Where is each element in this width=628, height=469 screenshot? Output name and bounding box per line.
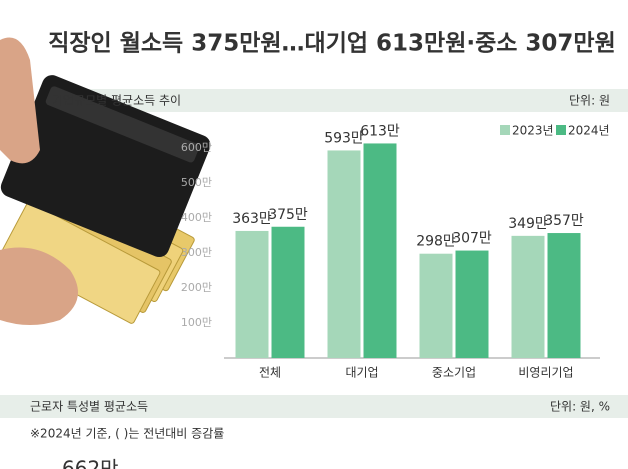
value-label: 375만 (268, 207, 308, 223)
section-unit: 단위: 원, % (550, 400, 610, 414)
bar (235, 230, 269, 358)
note: ※2024년 기준, ( )는 전년대비 증감률 (30, 427, 224, 441)
bar (363, 143, 397, 358)
unit: 단위: 원 (569, 94, 610, 108)
value-label: 357만 (544, 213, 584, 229)
bar (455, 250, 489, 358)
chart-title: 직장인 월소득 375만원…대기업 613만원·중소 307만원 (48, 31, 616, 57)
y-tick-label: 400만 (181, 211, 212, 224)
bar (419, 253, 453, 358)
value-label: 593만 (324, 130, 364, 146)
x-tick-label: 비영리기업 (518, 366, 573, 380)
x-tick-label: 중소기업 (432, 366, 476, 380)
y-tick-label: 300만 (181, 246, 212, 259)
legend-swatch (556, 125, 566, 135)
legend-label: 2024년 (568, 124, 610, 138)
y-tick-label: 100만 (181, 316, 212, 329)
bar (327, 150, 361, 358)
value-label: 298만 (416, 234, 456, 250)
wallet-illustration (0, 37, 211, 325)
legend-label: 2023년 (512, 124, 554, 138)
legend-swatch (500, 125, 510, 135)
bar (271, 226, 305, 358)
value-label: 363만 (232, 211, 272, 227)
x-tick-label: 대기업 (345, 366, 378, 380)
peek-label: 662만 (62, 457, 119, 469)
y-tick-label: 600만 (181, 141, 212, 154)
y-tick-label: 200만 (181, 281, 212, 294)
header-bar (40, 89, 628, 112)
header-bar (0, 395, 628, 418)
bar (547, 233, 581, 358)
bar (511, 235, 545, 358)
y-tick-label: 500만 (181, 176, 212, 189)
section-title: 근로자 특성별 평균소득 (30, 400, 148, 414)
value-label: 349만 (508, 216, 548, 232)
x-tick-label: 전체 (259, 366, 281, 380)
subtitle: 기업규모별 평균소득 추이 (52, 94, 181, 108)
value-label: 613만 (360, 123, 400, 139)
value-label: 307만 (452, 231, 492, 247)
